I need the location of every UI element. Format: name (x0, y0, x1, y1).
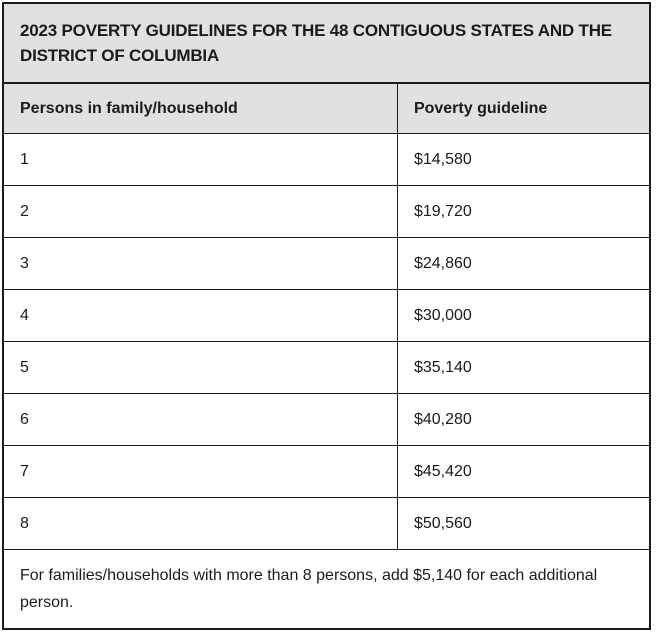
persons-cell: 8 (4, 497, 398, 550)
table-title: 2023 POVERTY GUIDELINES FOR THE 48 CONTI… (4, 4, 649, 84)
table-row: 4 $30,000 (4, 289, 649, 342)
table-body: 1 $14,580 2 $19,720 3 $24,860 4 $30,000 5 $35,140… (4, 133, 649, 550)
persons-cell: 3 (4, 237, 398, 290)
persons-cell: 6 (4, 393, 398, 446)
guideline-cell: $50,560 (397, 497, 649, 550)
guideline-cell: $19,720 (397, 185, 649, 238)
persons-cell: 2 (4, 185, 398, 238)
table-row: 5 $35,140 (4, 341, 649, 394)
guideline-cell: $40,280 (397, 393, 649, 446)
guideline-cell: $24,860 (397, 237, 649, 290)
poverty-guidelines-table: Persons in family/household Poverty guid… (4, 84, 649, 550)
guideline-cell: $30,000 (397, 289, 649, 342)
table-row: 2 $19,720 (4, 185, 649, 238)
table-row: 8 $50,560 (4, 497, 649, 550)
table-row: 1 $14,580 (4, 133, 649, 186)
persons-cell: 7 (4, 445, 398, 498)
guideline-cell: $45,420 (397, 445, 649, 498)
table-footnote: For families/households with more than 8… (4, 550, 649, 628)
persons-cell: 4 (4, 289, 398, 342)
poverty-guidelines-panel: 2023 POVERTY GUIDELINES FOR THE 48 CONTI… (2, 2, 651, 630)
header-row: Persons in family/household Poverty guid… (4, 84, 649, 134)
table-row: 6 $40,280 (4, 393, 649, 446)
col-header-persons: Persons in family/household (4, 84, 398, 134)
guideline-cell: $14,580 (397, 133, 649, 186)
table-row: 7 $45,420 (4, 445, 649, 498)
persons-cell: 1 (4, 133, 398, 186)
persons-cell: 5 (4, 341, 398, 394)
guideline-cell: $35,140 (397, 341, 649, 394)
table-row: 3 $24,860 (4, 237, 649, 290)
col-header-guideline: Poverty guideline (397, 84, 649, 134)
